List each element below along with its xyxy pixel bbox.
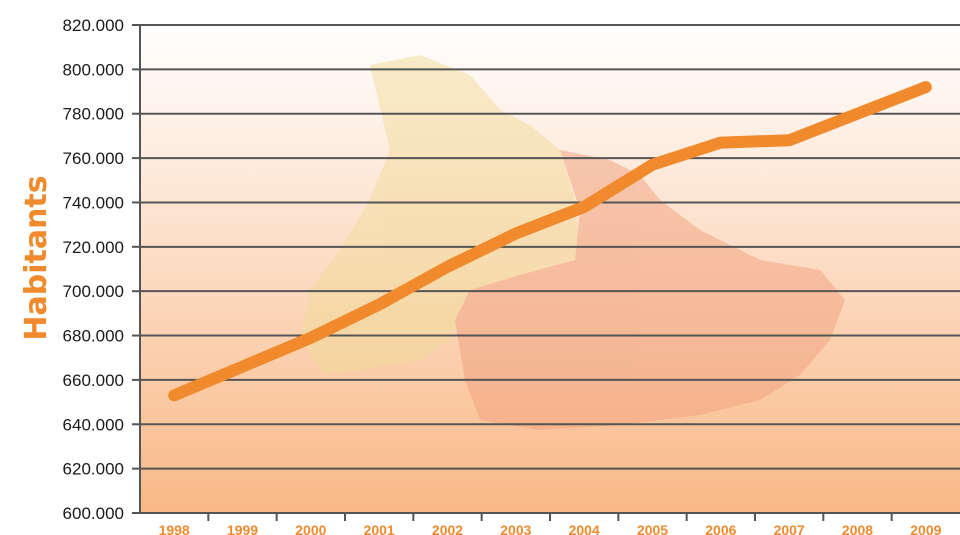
- x-tick-label: 2004: [569, 522, 600, 535]
- x-tick-label: 1998: [159, 522, 190, 535]
- y-tick-label: 660.000: [63, 371, 124, 390]
- data-point: [309, 336, 312, 339]
- y-tick-label: 820.000: [63, 16, 124, 35]
- x-tick-label: 2005: [637, 522, 668, 535]
- data-point: [856, 112, 859, 115]
- y-tick-label: 700.000: [63, 282, 124, 301]
- y-tick-label: 760.000: [63, 149, 124, 168]
- y-tick-label: 680.000: [63, 327, 124, 346]
- x-tick-label: 2007: [774, 522, 805, 535]
- data-point: [719, 141, 722, 144]
- y-tick-label: 640.000: [63, 415, 124, 434]
- y-tick-label: 620.000: [63, 460, 124, 479]
- background-map-illustration: [300, 55, 845, 430]
- x-tick-label: 2001: [364, 522, 395, 535]
- data-point: [788, 139, 791, 142]
- x-tick-label: 2009: [910, 522, 941, 535]
- data-point: [924, 86, 927, 89]
- data-point: [378, 303, 381, 306]
- y-tick-label: 740.000: [63, 193, 124, 212]
- horizontal-gridlines: [140, 24, 960, 470]
- x-tick-label: 2008: [842, 522, 873, 535]
- x-tick-label: 1999: [227, 522, 258, 535]
- y-tick-labels: 600.000 620.000 640.000 660.000 680.000 700.0…: [63, 16, 140, 523]
- x-tick-label: 2002: [432, 522, 463, 535]
- data-point: [173, 394, 176, 397]
- data-point: [651, 163, 654, 166]
- y-tick-label: 800.000: [63, 60, 124, 79]
- x-tick-labels: 1998 1999 2000 2001 2002 2003 2004 2005 2006 2007…: [159, 513, 942, 535]
- data-point: [514, 232, 517, 235]
- series-layer: [168, 81, 932, 402]
- y-tick-label: 600.000: [63, 504, 124, 523]
- y-axis-label: Habitants: [19, 175, 54, 340]
- y-tick-label: 720.000: [63, 238, 124, 257]
- x-tick-label: 2006: [705, 522, 736, 535]
- data-point: [241, 365, 244, 368]
- series-line-habitants: [168, 81, 932, 402]
- x-tick-label: 2003: [500, 522, 531, 535]
- data-point: [446, 265, 449, 268]
- x-tick-label: 2000: [295, 522, 326, 535]
- y-tick-label: 780.000: [63, 105, 124, 124]
- data-point: [583, 205, 586, 208]
